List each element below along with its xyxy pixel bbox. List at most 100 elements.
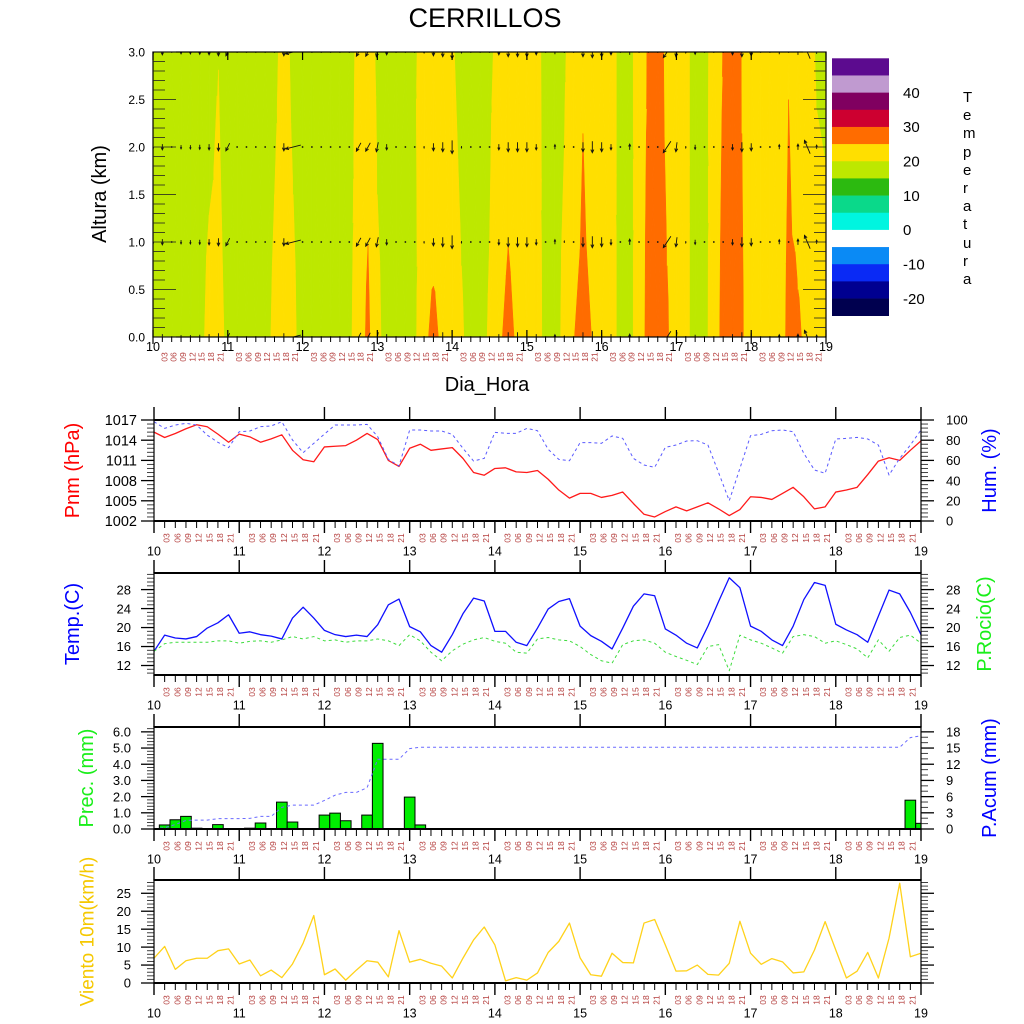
x-hour-label: 18 (215, 995, 225, 1005)
wind-arrow (515, 142, 520, 153)
legend-title: Temperatura (963, 89, 976, 289)
y-tick-label: 0 (124, 976, 131, 991)
wind-arrow (217, 333, 219, 337)
y-tick-label: 25 (117, 886, 131, 901)
x-hour-label: 06 (428, 995, 438, 1005)
x-day-label: 18 (829, 1007, 843, 1021)
x-hour-label: 18 (430, 352, 440, 362)
contour-fill-cell (218, 69, 223, 337)
x-hour-label: 15 (801, 841, 811, 851)
x-hour-label: 21 (311, 995, 321, 1005)
x-hour-label: 21 (907, 687, 917, 697)
x-hour-label: 15 (460, 533, 470, 543)
wind-arrow (563, 52, 565, 53)
wind-arrow (685, 146, 687, 149)
wind-arrow (609, 239, 613, 246)
wind-arrow (693, 239, 697, 246)
x-hour-label: 09 (353, 841, 363, 851)
x-hour-label: 03 (843, 687, 853, 697)
x-hour-label: 03 (332, 995, 342, 1005)
x-hour-label: 06 (172, 841, 182, 851)
y-tick-label: 28 (117, 582, 131, 597)
precip-bar (180, 815, 192, 829)
wind-arrow (796, 238, 800, 245)
wind-arrow (273, 241, 276, 243)
temperature-line (154, 577, 921, 653)
wind-arrow (264, 146, 267, 148)
x-hour-label: 15 (460, 687, 470, 697)
dew-point-line (154, 634, 921, 672)
x-hour-label: 18 (471, 995, 481, 1005)
wind-arrow (311, 241, 313, 243)
legend-color-box (832, 281, 889, 299)
wind-arrow (662, 236, 672, 249)
x-hour-label: 09 (780, 995, 790, 1005)
x-hour-label: 12 (711, 352, 721, 362)
x-hour-label: 15 (375, 995, 385, 1005)
y-tick-label: 0.0 (128, 330, 145, 344)
y-tick-label: 24 (946, 601, 960, 616)
x-hour-label: 18 (556, 995, 566, 1005)
x-hour-label: 15 (795, 352, 805, 362)
wind-arrow (245, 146, 248, 148)
x-hour-label: 09 (353, 687, 363, 697)
wind-arrow (355, 142, 362, 153)
x-day-label: 13 (403, 1007, 417, 1021)
contour-fill-cell (190, 52, 196, 337)
y-tick-label: 20 (117, 904, 131, 919)
precip-bar (254, 822, 267, 829)
x-hour-label: 15 (801, 687, 811, 697)
x-hour-label: 06 (684, 687, 694, 697)
wind-arrow (460, 241, 463, 244)
wind-arrow (423, 336, 425, 337)
y-tick-label: 100 (946, 413, 968, 428)
contour-fill-cell (657, 52, 663, 337)
x-hour-label: 03 (673, 687, 683, 697)
y-tick-label: 3.0 (128, 45, 145, 59)
x-hour-label: 03 (332, 841, 342, 851)
x-hour-label: 15 (289, 995, 299, 1005)
x-hour-label: 12 (561, 352, 571, 362)
wind-arrow (385, 52, 389, 56)
x-hour-label: 03 (162, 533, 172, 543)
wind-arrow (450, 235, 455, 250)
x-hour-label: 03 (588, 841, 598, 851)
wind-arrow (225, 237, 231, 247)
contour-fill-cell (694, 52, 701, 337)
x-hour-label: 06 (343, 533, 353, 543)
wind-arrow (777, 333, 781, 337)
contour-fill-cell (395, 52, 401, 337)
y-tick-label: 1017 (105, 413, 137, 429)
x-hour-label: 21 (440, 352, 450, 362)
pressure-line (154, 424, 921, 518)
contour-fill-cell (255, 52, 261, 337)
x-hour-label: 12 (535, 995, 545, 1005)
x-hour-label: 12 (535, 687, 545, 697)
x-hour-label: 09 (353, 533, 363, 543)
x-hour-label: 06 (169, 352, 179, 362)
x-day-label: 15 (573, 1007, 587, 1021)
x-hour-label: 06 (769, 995, 779, 1005)
wind-arrow (581, 237, 585, 248)
x-hour-label: 15 (421, 352, 431, 362)
wind-arrow (628, 143, 632, 150)
x-hour-label: 12 (279, 841, 289, 851)
x-hour-label: 09 (439, 995, 449, 1005)
x-hour-label: 15 (204, 533, 214, 543)
y-tick-label: 5.0 (113, 741, 131, 756)
wind-arrow (497, 239, 501, 246)
y-tick-label: 1014 (105, 433, 137, 449)
panel-2-series (154, 577, 921, 672)
x-hour-label: 09 (780, 841, 790, 851)
x-day-label: 15 (573, 545, 587, 559)
x-hour-label: 18 (580, 352, 590, 362)
legend-color-box (832, 126, 889, 145)
wind-arrow (803, 329, 808, 337)
x-hour-label: 06 (172, 533, 182, 543)
accumulated-precip-line (154, 735, 921, 829)
x-day-label: 11 (233, 853, 246, 867)
x-day-label: 17 (744, 545, 758, 559)
wind-arrow (534, 52, 538, 56)
